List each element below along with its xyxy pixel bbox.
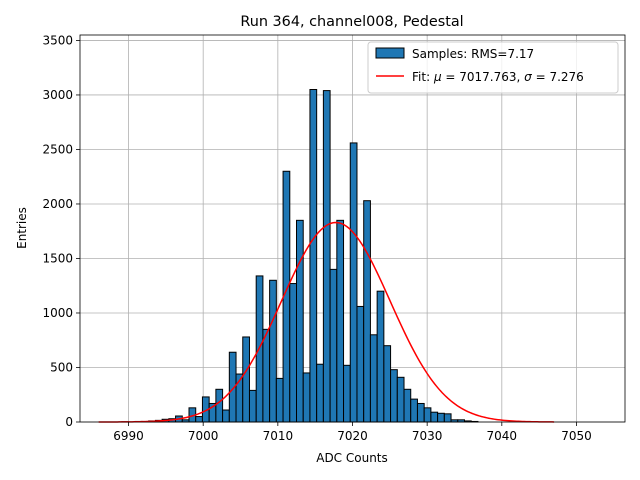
- histogram-bar: [329, 268, 338, 423]
- y-tick-label: 500: [50, 360, 73, 374]
- histogram-bar: [296, 219, 304, 423]
- histogram-bar: [423, 407, 432, 423]
- histogram-bar: [437, 412, 445, 423]
- legend-samples-label: Samples: RMS=7.17: [412, 47, 534, 61]
- histogram-bar: [222, 409, 230, 423]
- legend: Samples: RMS=7.17 Fit: μ = 7017.763, σ =…: [367, 41, 619, 94]
- legend-fit-sigma-value: = 7.276: [532, 70, 584, 84]
- histogram-bar: [195, 416, 203, 423]
- histogram-bar: [248, 389, 257, 423]
- y-tick-label: 1500: [42, 251, 73, 265]
- x-axis-title: ADC Counts: [316, 451, 388, 465]
- histogram-bar: [309, 89, 318, 423]
- histogram-bar: [242, 336, 250, 423]
- x-tick-label: 7050: [561, 429, 592, 443]
- x-axis-ticks: 6990 7000 7010 7020 7030 7040 7050: [113, 422, 592, 443]
- histogram-bars: [121, 89, 479, 423]
- histogram-bar: [369, 334, 378, 423]
- histogram-bar: [322, 90, 331, 423]
- y-tick-label: 2500: [42, 142, 73, 156]
- histogram-bar: [343, 364, 351, 423]
- y-axis-title: Entries: [15, 207, 29, 249]
- histogram-bar: [262, 328, 271, 423]
- chart-title: Run 364, channel008, Pedestal: [240, 14, 463, 30]
- histogram-bar: [356, 305, 365, 423]
- histogram-bar: [383, 345, 392, 423]
- legend-fit-mu-value: = 7017.763,: [442, 70, 525, 84]
- histogram-bar: [443, 413, 452, 423]
- histogram-bar: [376, 290, 385, 423]
- histogram-bar: [390, 369, 398, 423]
- x-tick-label: 7030: [412, 429, 443, 443]
- histogram-bar: [430, 411, 439, 423]
- legend-box: [367, 41, 619, 94]
- y-tick-label: 2000: [42, 197, 73, 211]
- legend-fit-prefix: Fit:: [412, 70, 434, 84]
- histogram-bar: [363, 200, 371, 423]
- y-axis-ticks: 0 500 1000 1500 2000 2500 3000 3500: [42, 33, 80, 429]
- legend-fit-label: Fit: μ = 7017.763, σ = 7.276: [412, 70, 584, 84]
- histogram-bar: [275, 377, 284, 423]
- y-tick-label: 3500: [42, 33, 73, 47]
- x-tick-label: 6990: [113, 429, 144, 443]
- histogram-bar: [215, 388, 224, 423]
- y-tick-label: 3000: [42, 88, 73, 102]
- x-tick-label: 7020: [337, 429, 368, 443]
- legend-samples-swatch: [375, 47, 405, 59]
- gaussian-fit-curve: [98, 221, 555, 423]
- histogram-bar: [336, 219, 345, 423]
- histogram-bar: [416, 402, 425, 423]
- histogram-bar: [403, 388, 412, 423]
- histogram-bar: [410, 398, 418, 423]
- x-tick-label: 7040: [487, 429, 518, 443]
- legend-fit-sigma-symbol: σ: [524, 70, 532, 84]
- histogram-bar: [396, 376, 405, 423]
- histogram-bar: [289, 283, 298, 423]
- legend-fit-mu-symbol: μ: [433, 70, 442, 84]
- x-tick-label: 7000: [188, 429, 219, 443]
- histogram-bar: [349, 142, 358, 423]
- histogram-bar: [316, 363, 324, 423]
- x-tick-label: 7010: [263, 429, 294, 443]
- histogram-bar: [302, 372, 311, 423]
- y-tick-label: 1000: [42, 306, 73, 320]
- histogram-bar: [269, 279, 277, 423]
- y-tick-label: 0: [65, 415, 73, 429]
